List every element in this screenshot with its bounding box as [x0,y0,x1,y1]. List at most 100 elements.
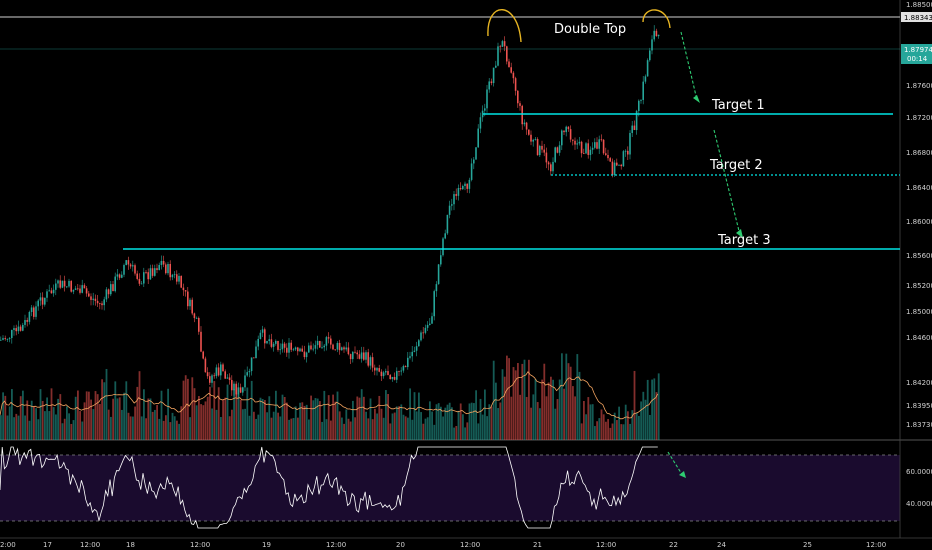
volume-bar [488,404,491,440]
volume-bar [534,379,537,440]
candle-body [382,372,385,377]
volume-bar [589,404,592,440]
price-candles[interactable] [0,25,660,398]
candle-body [638,100,640,111]
candle-body [420,332,422,341]
volume-bar [272,411,275,440]
volume-bar [334,401,337,440]
candle-body [576,143,578,145]
volume-bar [433,424,436,440]
candle-body [59,280,61,288]
target-3-label[interactable]: Target 3 [717,233,771,248]
candle-body [642,81,644,100]
candle-body [512,72,515,79]
volume-bar [195,405,198,440]
volume-bar [140,416,143,440]
candle-body [349,354,352,360]
target-arrows[interactable] [667,31,741,477]
candle-body [220,364,222,376]
candle-body [418,340,420,347]
volume-bar [202,405,205,440]
double-top-arc-left[interactable] [487,9,522,43]
volume-bar [13,417,15,440]
volume-bar [462,414,464,440]
candle-body [407,357,409,368]
candle-body [323,345,325,348]
arrowhead-3 [679,471,686,478]
candle-body [374,367,376,371]
target-1-label[interactable]: Target 1 [711,98,765,113]
price-tick: 1.83950 [906,402,932,410]
volume-bar [523,359,526,440]
candle-body [88,293,90,297]
volume-bar [37,419,40,440]
rsi-tick-40: 40.0000 [906,500,932,508]
price-axis[interactable]: 1.88500 1.87600 1.87200 1.86800 1.86400 … [906,1,932,429]
candle-body [649,50,651,61]
candle-body [305,352,308,358]
volume-bar [631,410,634,440]
candle-body [426,325,429,328]
candle-body [94,298,97,301]
candle-body [424,327,427,333]
volume-bar [70,423,73,440]
volume-bar [118,397,121,440]
volume-bar [316,398,319,440]
volume-bar [222,399,224,440]
volume-bar [301,402,304,440]
volume-bar [561,353,563,440]
candle-body [550,164,552,172]
candle-body [580,141,583,154]
volume-bar [536,402,539,440]
arrow-to-target-3[interactable] [713,129,741,236]
volume-bar [558,379,561,440]
target-2-label[interactable]: Target 2 [709,158,763,173]
volume-bar [495,382,497,440]
candle-body [409,356,411,358]
candle-body [215,367,218,377]
volume-bar [132,416,134,440]
candle-body [272,343,275,347]
time-axis[interactable]: 2:00 17 12:00 18 12:00 19 12:00 20 12:00… [0,541,886,549]
volume-bar [365,411,367,440]
candle-body [224,371,226,379]
volume-bar [171,412,174,440]
candle-body [462,185,464,190]
candle-body [561,130,563,146]
volume-bar [250,380,253,440]
candle-body [96,300,99,304]
volume-bar [319,401,321,440]
volume-bar [620,424,623,440]
candle-body [134,265,136,274]
double-top-label[interactable]: Double Top [554,22,626,37]
volume-bar [653,378,656,440]
candle-body [602,139,605,154]
volume-bar [206,396,209,440]
volume-bar [239,399,242,440]
rsi-pane [0,455,900,521]
arrow-to-target-1[interactable] [680,31,698,101]
price-tick: 1.84600 [906,334,932,342]
candle-body [488,81,490,90]
candle-body [77,288,79,290]
candle-body [495,65,497,68]
volume-bar [563,388,565,440]
volume-bar [442,416,444,440]
candle-body [503,41,506,47]
volume-bar [33,406,35,440]
double-top-arc-right[interactable] [642,9,671,29]
candle-body [283,343,286,348]
candle-body [112,284,114,292]
volume-bar [176,420,178,440]
volume-bar [448,402,451,440]
candle-body [72,289,75,292]
last-high-badge [901,12,932,22]
time-tick: 25 [803,541,812,549]
volume-bar [435,404,438,440]
candle-body [189,299,191,307]
candle-body [523,122,526,125]
volume-bar [92,409,95,440]
volume-bar [41,400,44,440]
candle-body [325,337,328,346]
